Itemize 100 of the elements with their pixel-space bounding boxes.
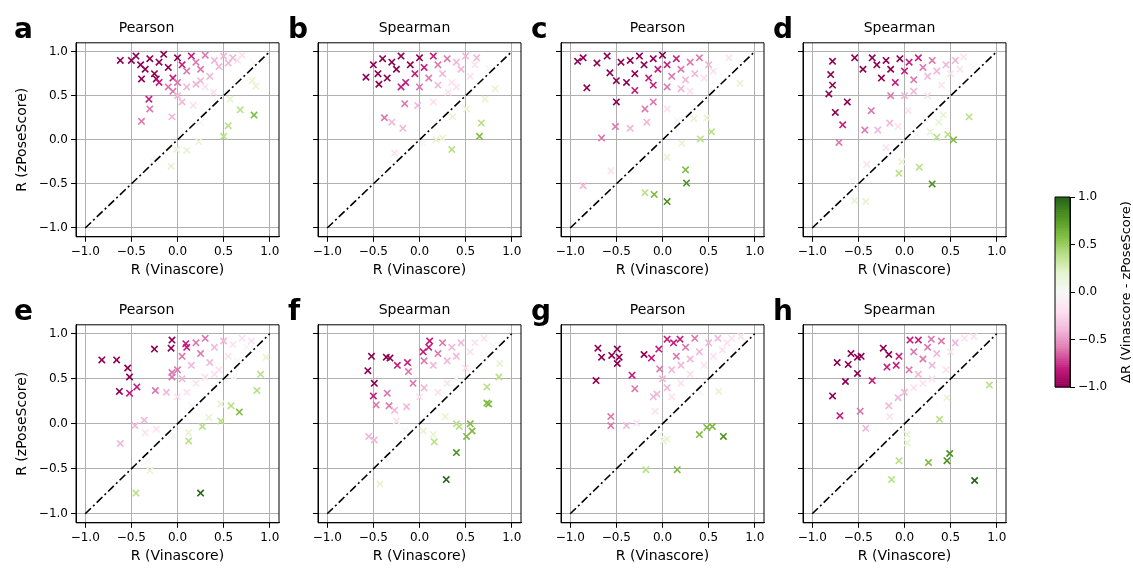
x-tick-label: −1.0 xyxy=(797,244,827,259)
point xyxy=(682,179,691,187)
point xyxy=(647,354,656,363)
point xyxy=(210,56,219,65)
point xyxy=(895,54,904,63)
point xyxy=(965,112,974,121)
point xyxy=(189,101,198,110)
point xyxy=(438,134,447,143)
point xyxy=(884,350,893,359)
text: a xyxy=(14,12,33,45)
point xyxy=(681,75,690,84)
point xyxy=(462,104,471,113)
point xyxy=(606,166,615,175)
point xyxy=(250,111,259,120)
x-tick-label: 1.0 xyxy=(502,244,522,259)
point xyxy=(452,448,461,457)
point xyxy=(611,122,620,131)
point xyxy=(362,73,370,82)
point xyxy=(690,69,699,78)
point xyxy=(655,364,664,373)
point xyxy=(224,121,233,130)
x-tick-label: 0.0 xyxy=(652,530,673,545)
point xyxy=(884,401,893,410)
chart-title: Spearman xyxy=(378,19,451,36)
point xyxy=(433,81,442,90)
point xyxy=(835,138,843,147)
point xyxy=(970,476,979,485)
point xyxy=(676,335,685,344)
point xyxy=(167,112,176,121)
point xyxy=(892,361,901,370)
point xyxy=(672,352,681,361)
point xyxy=(651,407,660,416)
point xyxy=(946,347,955,356)
point xyxy=(897,157,906,166)
point xyxy=(914,336,923,345)
point xyxy=(676,361,685,370)
point xyxy=(409,379,418,388)
point xyxy=(461,364,470,372)
point xyxy=(448,112,457,121)
point xyxy=(928,361,937,370)
point xyxy=(681,343,690,352)
point xyxy=(724,53,733,62)
point xyxy=(707,127,716,136)
point xyxy=(370,436,379,444)
point xyxy=(860,126,869,135)
point xyxy=(659,436,668,445)
point xyxy=(191,58,200,67)
x-tick-label: 0.5 xyxy=(456,244,476,259)
point xyxy=(424,74,433,83)
point xyxy=(461,52,470,61)
point xyxy=(173,53,182,62)
point xyxy=(713,334,722,343)
point xyxy=(868,376,877,385)
point xyxy=(593,344,602,353)
point xyxy=(653,65,662,74)
point xyxy=(859,65,867,74)
color-bar-label: 0.0 xyxy=(1078,284,1098,299)
point xyxy=(918,355,927,363)
point xyxy=(403,358,412,367)
point xyxy=(847,349,855,358)
point xyxy=(833,358,842,367)
point xyxy=(862,160,871,169)
point xyxy=(909,87,918,96)
point xyxy=(927,335,936,344)
point xyxy=(159,50,168,59)
point xyxy=(597,353,606,362)
x-tick-label: 1.0 xyxy=(745,244,765,259)
point xyxy=(719,432,728,441)
point xyxy=(882,143,891,152)
point xyxy=(187,52,196,61)
point xyxy=(736,79,744,88)
point xyxy=(649,54,658,63)
point xyxy=(401,78,410,87)
point xyxy=(433,388,442,397)
point xyxy=(894,352,903,361)
chart-title: Spearman xyxy=(378,301,451,318)
point xyxy=(885,412,894,421)
point xyxy=(912,130,921,139)
point xyxy=(369,60,378,69)
point xyxy=(915,163,924,172)
point xyxy=(985,381,994,390)
point xyxy=(400,99,409,108)
point xyxy=(375,480,384,489)
x-tick-label: 0.5 xyxy=(941,244,961,259)
point xyxy=(700,361,709,370)
point xyxy=(470,60,479,69)
point xyxy=(378,54,387,63)
point xyxy=(372,400,381,409)
chart-title: Spearman xyxy=(863,301,936,318)
point xyxy=(452,352,461,361)
point xyxy=(215,62,224,71)
point xyxy=(900,388,909,397)
point xyxy=(430,437,439,446)
point xyxy=(429,52,438,61)
point xyxy=(452,82,461,91)
point xyxy=(934,118,943,127)
point xyxy=(886,91,895,100)
x-tick-label: 0.0 xyxy=(894,244,915,259)
x-tick-label: −0.5 xyxy=(116,244,146,259)
x-tick-label: −1.0 xyxy=(312,244,342,259)
